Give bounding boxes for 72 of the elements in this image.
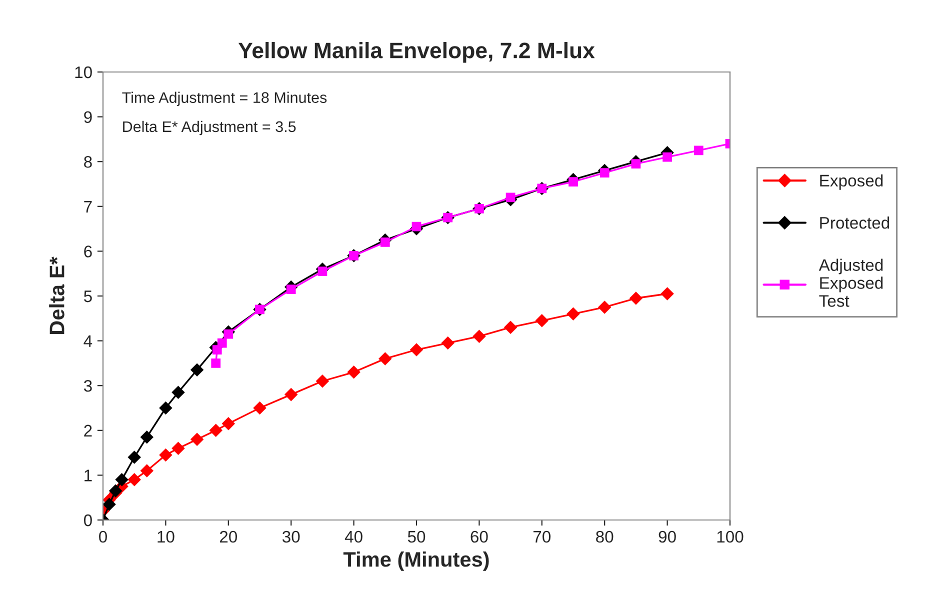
point <box>159 448 172 462</box>
point <box>318 266 328 276</box>
point <box>209 424 222 437</box>
point <box>159 402 172 414</box>
x-tick-label: 80 <box>596 530 614 543</box>
point <box>378 352 392 366</box>
y-tick-label: 1 <box>84 470 92 482</box>
point <box>568 177 578 186</box>
y-tick-label: 0 <box>84 514 92 526</box>
point <box>660 287 674 300</box>
point <box>566 308 580 320</box>
point <box>140 464 154 478</box>
point <box>316 374 329 388</box>
point <box>109 484 122 498</box>
y-tick-label: 4 <box>84 335 92 347</box>
x-tick-label: 100 <box>717 530 744 543</box>
point <box>115 473 128 486</box>
point <box>211 358 221 368</box>
point <box>222 417 235 430</box>
x-tick-label: 10 <box>158 530 174 543</box>
legend-label: Adjusted Exposed Test <box>818 258 883 307</box>
point <box>535 314 548 328</box>
point <box>347 366 360 379</box>
point <box>410 343 423 356</box>
point <box>128 473 141 486</box>
point <box>380 238 390 247</box>
x-axis-title: Time (Minutes) <box>343 552 489 571</box>
point <box>190 432 204 446</box>
point <box>600 168 610 178</box>
x-tick-label: 50 <box>408 530 426 543</box>
point <box>504 320 517 334</box>
point <box>190 364 204 376</box>
legend-label: Protected <box>820 216 890 229</box>
x-tick-label: 0 <box>99 530 107 543</box>
point <box>128 450 141 464</box>
y-tick-label: 9 <box>84 111 92 124</box>
point <box>506 192 516 202</box>
point <box>472 330 486 343</box>
point <box>662 152 672 162</box>
point <box>284 388 298 401</box>
annotation: Time Adjustment = 18 Minutes <box>122 92 327 106</box>
y-tick-label: 6 <box>84 246 92 258</box>
y-tick-label: 10 <box>75 66 92 78</box>
point <box>412 222 422 232</box>
x-tick-label: 40 <box>344 530 362 543</box>
y-tick-label: 8 <box>84 156 92 168</box>
annotation: Delta E* Adjustment = 3.5 <box>123 120 296 136</box>
y-tick-label: 2 <box>84 424 92 436</box>
point <box>140 430 154 444</box>
x-tick-label: 90 <box>658 530 676 543</box>
point <box>224 329 234 339</box>
y-axis-title: Delta E* <box>49 256 64 334</box>
point <box>630 292 642 305</box>
point <box>217 338 227 348</box>
point <box>441 336 454 350</box>
point <box>103 498 116 511</box>
y-tick-label: 7 <box>84 200 92 212</box>
point <box>694 146 704 156</box>
point <box>253 402 266 414</box>
chart-title: Yellow Manila Envelope, 7.2 M-lux <box>238 42 595 63</box>
legend-label: Exposed <box>820 174 883 190</box>
y-tick-label: 5 <box>84 290 92 302</box>
x-tick-label: 20 <box>220 530 238 543</box>
point <box>286 284 296 294</box>
x-tick-label: 30 <box>282 530 300 543</box>
point <box>172 386 185 399</box>
point <box>172 442 185 455</box>
x-tick-label: 60 <box>470 530 488 543</box>
x-tick-label: 70 <box>533 530 551 543</box>
y-tick-label: 3 <box>84 380 92 392</box>
point <box>598 300 612 314</box>
point <box>631 159 641 169</box>
